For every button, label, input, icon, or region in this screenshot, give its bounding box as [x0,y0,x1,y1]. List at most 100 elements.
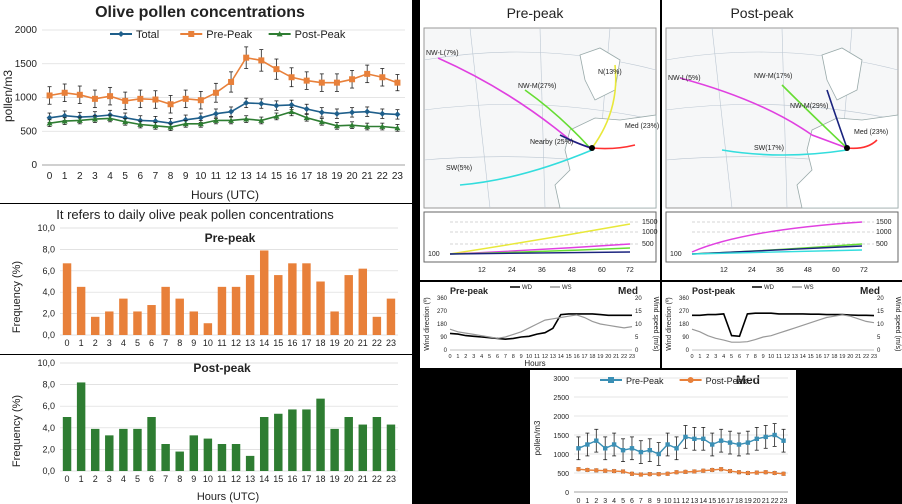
data-point [258,57,265,64]
data-point [620,448,626,453]
x-tick-label: 3 [714,354,717,360]
x-tick-label: 4 [121,338,126,348]
y2-axis-label: Wind speed (m/s) [894,297,901,352]
bar [302,263,311,335]
y-tick-label: 0 [444,348,448,354]
data-point [197,120,204,127]
section-heading: It refers to daily olive peak pollen con… [56,207,334,222]
x-tick-label: 14 [800,354,806,360]
data-point [212,117,219,123]
x-tick-label: 0 [690,354,693,360]
x-tick-label: 5 [135,474,140,484]
data-point [763,470,768,475]
x-tick-label: 14 [259,474,269,484]
x-tick-label: 18 [831,354,837,360]
legend-label: Post-Peak [706,376,748,386]
bar [90,428,100,471]
bar [105,435,114,471]
hour-tick: 24 [748,267,756,274]
x-tick-label: 2 [464,354,467,360]
bar [386,424,396,471]
data-point [710,467,715,473]
data-point [727,440,733,445]
series-line [578,434,784,455]
data-point [46,120,53,126]
bar [330,311,339,335]
x-tick-label: 18 [316,474,326,484]
y-tick-label: 1000 [553,452,569,459]
y-tick-label: 3000 [553,376,569,383]
x-tick-label: 7 [639,498,643,504]
x-tick-label: 13 [245,474,255,484]
bar [386,298,396,335]
traj-label: SW(5%) [446,165,472,172]
bar [62,263,72,335]
data-point [333,122,340,129]
data-point [228,78,235,85]
data-point [91,116,98,122]
hour-tick: 36 [538,267,546,274]
x-tick-label: 8 [177,338,182,348]
x-tick-label: 14 [699,498,707,504]
data-point [91,95,98,102]
data-point [772,432,777,438]
x-tick-label: 23 [386,338,396,348]
data-point [710,442,715,447]
height-tick: 1500 [642,219,658,226]
data-point [349,109,356,116]
x-tick-label: 20 [753,498,761,504]
bar [217,444,227,471]
x-axis-label: Hours [524,359,545,368]
postpeak-wind-panel: Post-peak Med Wind direction (º) Wind sp… [662,282,902,368]
data-point [638,449,644,455]
med-pollen-panel: Med pollen/m3 0 500 1000 1500 2000 2500 3000 0 1… [530,370,796,504]
data-point [152,122,159,129]
x-tick-label: 21 [613,354,619,360]
data-point [683,434,688,440]
hour-tick: 60 [832,267,840,274]
data-point [318,79,325,86]
x-tick-label: 15 [808,354,814,360]
hour-tick: 36 [776,267,784,274]
x-tick-label: 3 [92,171,98,182]
x-tick-label: 15 [273,474,283,484]
bar [259,417,269,471]
x-tick-label: 16 [286,171,298,182]
x-tick-label: 9 [762,354,765,360]
y-tick-label: 4,0 [42,287,55,297]
series-line-ws [449,314,633,339]
x-tick-label: 22 [377,171,389,182]
x-tick-label: 20 [347,171,359,182]
data-point [763,434,768,440]
chart-annotation: Med [736,373,760,387]
data-point [212,110,219,117]
hour-tick: 48 [568,267,576,274]
y-tick-label: 8,0 [42,244,55,254]
x-tick-label: 14 [558,354,564,360]
x-tick-label: 12 [231,338,241,348]
bar [274,275,283,335]
height-tick: 1000 [876,229,892,236]
data-point [394,79,401,86]
data-point [303,114,310,121]
y-tick-label: 90 [682,335,689,341]
postpeak-wind-chart: Post-peak Med Wind direction (º) Wind sp… [666,285,901,360]
series-line [578,468,784,476]
data-point [228,108,235,115]
bar [330,428,339,471]
x-tick-label: 7 [504,354,507,360]
y-tick-label: 2,0 [42,309,55,319]
y-tick-label: 6,0 [42,266,55,276]
traj-label: Med (23%) [854,129,888,136]
x-tick-label: 22 [863,354,869,360]
bar [316,398,325,471]
y-tick-label: 8,0 [42,380,55,390]
x-tick-label: 4 [722,354,725,360]
chart-title: Pre-peak [450,286,489,296]
x-tick-label: 16 [717,498,725,504]
data-point [638,472,644,477]
map-title: Pre-peak [507,5,565,21]
x-tick-label: 17 [726,498,734,504]
y2-tick-label: 10 [635,322,642,328]
data-point [611,468,617,474]
